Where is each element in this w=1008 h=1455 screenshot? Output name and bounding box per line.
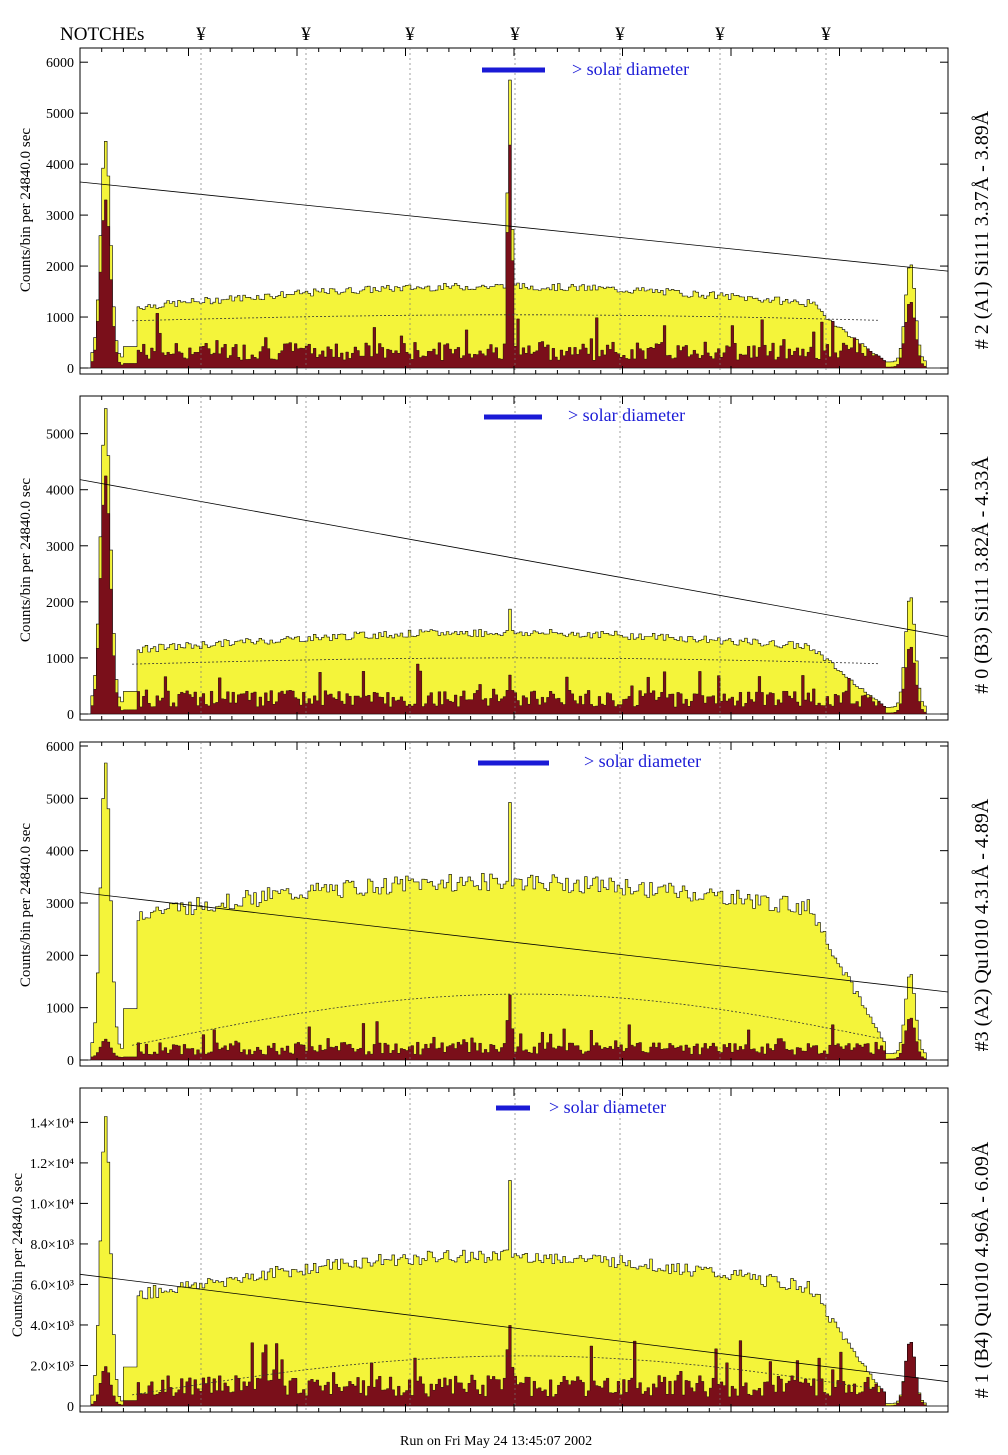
panel-title: # 1 (B4) Qu1010 4.96Å - 6.09Å — [971, 1141, 993, 1398]
y-tick-label: 1000 — [46, 311, 74, 326]
background-histogram — [80, 475, 948, 715]
notch-markers: ¥ ¥ ¥ ¥ ¥ ¥ ¥ — [196, 24, 831, 45]
notch-marker-2: ¥ — [301, 24, 311, 45]
panel-si111-b3: > solar diameter Counts/bin per 24840.0 … — [18, 395, 993, 723]
y-tick-label-zero: 0 — [67, 1400, 74, 1415]
panel-title: #3 (A2) Qu1010 4.31Å - 4.89Å — [971, 798, 993, 1051]
y-tick-label: 8.0×10³ — [30, 1238, 74, 1253]
y-tick-label: 6000 — [46, 56, 74, 71]
background-histogram — [80, 994, 948, 1061]
y-tick-label: 1000 — [46, 652, 74, 667]
background-histogram — [80, 144, 948, 369]
panel-title: # 2 (A1) Si111 3.37Å - 3.89Å — [971, 110, 993, 349]
notch-marker-1: ¥ — [196, 24, 206, 45]
counts-histogram — [80, 762, 948, 1061]
y-tick-label: 5000 — [46, 792, 74, 807]
y-tick-label: 6.0×10³ — [30, 1278, 74, 1293]
model-curve — [132, 1355, 879, 1396]
notches-label: NOTCHEs — [60, 24, 144, 45]
notch-marker-4: ¥ — [510, 24, 520, 45]
background-histogram — [80, 1325, 948, 1407]
y-tick-label: 4000 — [46, 158, 74, 173]
y-tick-label: 3000 — [46, 540, 74, 555]
run-timestamp: Run on Fri May 24 13:45:07 2002 — [400, 1434, 592, 1449]
model-curve — [132, 993, 879, 1046]
model-curve — [132, 657, 879, 665]
y-axis-label: Counts/bin per 24840.0 sec — [18, 478, 34, 642]
solar-diameter-label: > solar diameter — [549, 1097, 666, 1117]
y-tick-label: 3000 — [46, 209, 74, 224]
y-tick-label: 4000 — [46, 484, 74, 499]
solar-diameter-label: > solar diameter — [572, 59, 689, 79]
y-tick-label: 3000 — [46, 897, 74, 912]
solar-diameter-label: > solar diameter — [584, 751, 701, 771]
notch-marker-7: ¥ — [821, 24, 831, 45]
panel-si111-a1: > solar diameter Counts/bin per 24840.0 … — [18, 47, 993, 377]
y-tick-label: 0 — [67, 362, 74, 377]
fit-line — [79, 1273, 949, 1383]
counts-histogram — [80, 79, 948, 369]
y-tick-label: 6000 — [46, 740, 74, 755]
counts-histogram — [80, 1116, 948, 1407]
panel-title: # 0 (B3) Si111 3.82Å - 4.33Å — [971, 456, 993, 694]
solar-diameter-label: > solar diameter — [568, 405, 685, 425]
y-tick-label: 2000 — [46, 949, 74, 964]
y-tick-label: 5000 — [46, 107, 74, 122]
fit-line — [79, 892, 949, 993]
y-axis-label: Counts/bin per 24840.0 sec — [18, 823, 34, 987]
y-tick-label: 2000 — [46, 260, 74, 275]
model-curve — [132, 314, 879, 322]
notch-marker-3: ¥ — [405, 24, 415, 45]
y-tick-label: 4.0×10³ — [30, 1319, 74, 1334]
fit-line — [79, 181, 949, 272]
fit-line — [79, 479, 949, 638]
y-tick-label: 1.2×10⁴ — [30, 1157, 74, 1172]
y-tick-label: 2.0×10³ — [30, 1359, 74, 1374]
y-tick-label: 5000 — [46, 428, 74, 443]
y-tick-label: 0 — [67, 1054, 74, 1069]
y-tick-label: 1.4×10⁴ — [30, 1116, 74, 1131]
y-axis-label: Counts/bin per 24840.0 sec — [18, 128, 34, 292]
y-tick-label: 4000 — [46, 845, 74, 860]
panel-qu1010-b4: > solar diameter Counts/bin per 24840.0 … — [10, 1087, 993, 1415]
y-tick-label: 1.0×10⁴ — [30, 1197, 74, 1212]
panel-qu1010-a2: > solar diameter Counts/bin per 24840.0 … — [18, 740, 993, 1069]
y-tick-label: 0 — [67, 708, 74, 723]
notch-marker-5: ¥ — [615, 24, 625, 45]
y-tick-label: 1000 — [46, 1002, 74, 1017]
counts-histogram — [80, 408, 948, 715]
notch-marker-6: ¥ — [715, 24, 725, 45]
y-axis-label: Counts/bin per 24840.0 sec — [10, 1173, 26, 1337]
y-tick-label: 2000 — [46, 596, 74, 611]
